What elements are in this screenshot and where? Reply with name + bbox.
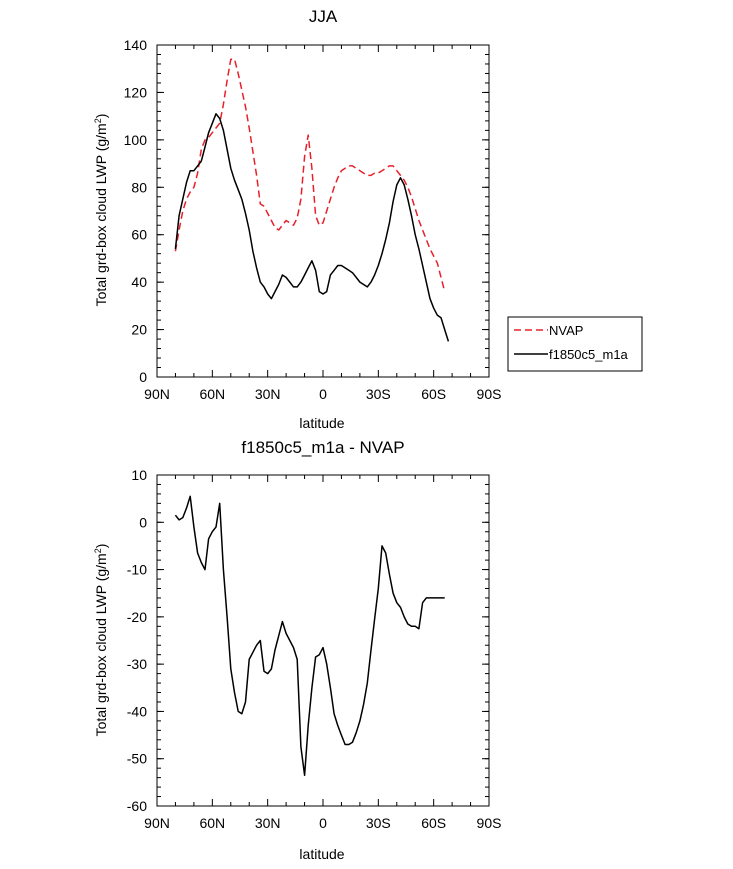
bottom-y-axis-title-end: ) — [93, 544, 109, 549]
bottom-y-tick-label: -40 — [127, 703, 147, 719]
legend: NVAP f1850c5_m1a — [507, 316, 643, 372]
top-x-tick-label: 60S — [421, 386, 446, 402]
top-y-tick-label: 0 — [139, 369, 147, 385]
bottom-y-tick-label: 10 — [131, 467, 147, 483]
bottom-y-tick-label: -30 — [127, 656, 147, 672]
bottom-y-axis-title-sup: 2 — [93, 548, 103, 553]
top-y-tick-label: 100 — [124, 132, 148, 148]
top-series-line-0 — [174, 58, 446, 292]
top-plot-area: 90N 60N 30N 0 30S 60S 90S 0 20 40 60 80 100 120 140 — [124, 37, 502, 402]
bottom-x-axis-title: latitude — [299, 846, 344, 862]
bottom-y-tick-label: -60 — [127, 798, 147, 814]
top-y-axis-title-text: Total grd-box cloud LWP (g/m — [93, 123, 109, 306]
top-y-tick-label: 60 — [131, 227, 147, 243]
svg-text:Total grd-box cloud LWP (g/m2): Total grd-box cloud LWP (g/m2) — [93, 544, 109, 737]
bottom-x-tick-label: 30N — [255, 815, 281, 831]
top-x-tick-label: 30N — [255, 386, 281, 402]
bottom-y-axis-title-text: Total grd-box cloud LWP (g/m — [93, 553, 109, 736]
bottom-panel: f1850c5_m1a - NVAP Total grd-box cloud L… — [93, 438, 501, 862]
bottom-chart-title: f1850c5_m1a - NVAP — [241, 438, 404, 457]
legend-box — [507, 316, 643, 372]
top-y-tick-label: 40 — [131, 274, 147, 290]
top-x-tick-label: 90S — [477, 386, 502, 402]
top-plot-frame — [156, 44, 490, 378]
bottom-x-tick-label: 30S — [366, 815, 391, 831]
bottom-series-line-0 — [174, 495, 445, 777]
bottom-plot-frame — [156, 474, 490, 807]
top-y-axis-title: Total grd-box cloud LWP (g/m2) — [93, 114, 109, 307]
top-y-tick-label: 20 — [131, 322, 147, 338]
bottom-y-tick-label: 0 — [139, 514, 147, 530]
legend-label-model: f1850c5_m1a — [549, 347, 629, 362]
top-x-axis-title: latitude — [299, 415, 344, 431]
bottom-x-tick-label: 90S — [477, 815, 502, 831]
bottom-x-tick-label: 60S — [421, 815, 446, 831]
top-panel: JJA Total grd-box cloud LWP (g/m2) 90N 60… — [93, 7, 501, 431]
bottom-x-tick-label: 0 — [319, 815, 327, 831]
bottom-x-tick-label: 90N — [144, 815, 170, 831]
top-x-tick-label: 60N — [199, 386, 225, 402]
top-y-tick-label: 80 — [131, 179, 147, 195]
top-y-tick-label: 120 — [124, 84, 148, 100]
top-chart-title: JJA — [309, 7, 338, 26]
bottom-x-tick-label: 60N — [199, 815, 225, 831]
legend-label-nvap: NVAP — [549, 323, 583, 338]
top-y-axis-title-end: ) — [93, 114, 109, 119]
bottom-y-axis-title: Total grd-box cloud LWP (g/m2) — [93, 544, 109, 737]
top-y-axis-title-sup: 2 — [93, 118, 103, 123]
bottom-y-tick-label: -10 — [127, 562, 147, 578]
bottom-y-tick-label: -20 — [127, 609, 147, 625]
top-x-tick-label: 0 — [319, 386, 327, 402]
top-x-tick-label: 90N — [144, 386, 170, 402]
top-y-tick-label: 140 — [124, 37, 148, 53]
bottom-plot-area: 90N 60N 30N 0 30S 60S 90S 10 0 -10 -20 -30 -40 -50 -60 — [127, 467, 502, 831]
top-x-tick-label: 30S — [366, 386, 391, 402]
svg-text:Total grd-box cloud LWP (g/m2): Total grd-box cloud LWP (g/m2) — [93, 114, 109, 307]
top-series-line-1 — [174, 113, 450, 342]
bottom-y-tick-label: -50 — [127, 751, 147, 767]
